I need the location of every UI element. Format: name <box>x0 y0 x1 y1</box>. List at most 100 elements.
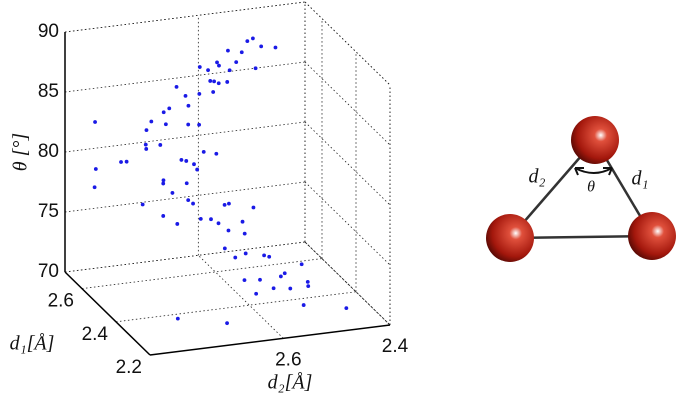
grid-line <box>64 181 306 213</box>
point <box>186 198 191 203</box>
point <box>119 160 123 164</box>
point <box>184 181 189 186</box>
point <box>222 246 227 251</box>
point <box>161 181 166 186</box>
point <box>242 278 247 283</box>
point <box>305 279 310 284</box>
point <box>259 44 264 49</box>
triangle-diagram: d₂ d₁ θ <box>486 116 676 262</box>
scatter-3d: 70 75 80 85 90 2.2 2.4 2.6 2.6 2.4 θ [°] d₁[Å] d₂[Å] <box>10 1 409 394</box>
point <box>140 202 145 207</box>
point <box>92 185 97 190</box>
point <box>167 106 172 111</box>
point <box>271 286 276 291</box>
point <box>143 142 148 147</box>
grid-line <box>64 121 306 153</box>
d1-tick-label: 2.4 <box>82 324 109 345</box>
point <box>239 50 244 55</box>
point <box>191 201 195 206</box>
d1-axis-label: d₁[Å] <box>10 333 55 355</box>
point <box>282 271 287 276</box>
d1-tick-label: 2.2 <box>116 357 142 378</box>
point <box>299 262 304 267</box>
point <box>226 48 230 53</box>
grid-line <box>64 241 306 273</box>
z-tick-label: 85 <box>38 81 59 102</box>
point <box>262 253 266 258</box>
point <box>197 92 202 96</box>
point <box>217 63 221 68</box>
point <box>124 159 129 164</box>
angle-arrowheads <box>574 167 613 176</box>
point <box>253 66 258 71</box>
point <box>212 79 217 84</box>
d2-tick-label: 2.4 <box>382 336 409 357</box>
z-tick-label: 75 <box>38 201 59 222</box>
point <box>184 159 189 163</box>
grid-line <box>304 1 391 86</box>
point <box>93 120 97 124</box>
grid-line <box>64 61 306 93</box>
point <box>344 306 349 311</box>
point <box>192 162 196 167</box>
point <box>93 167 98 171</box>
point <box>225 80 230 84</box>
point <box>234 60 239 65</box>
atom <box>628 212 676 260</box>
point <box>197 65 202 69</box>
point <box>251 205 256 210</box>
point <box>158 143 163 147</box>
point <box>222 202 227 207</box>
point <box>215 60 219 65</box>
point <box>195 167 200 172</box>
point <box>144 147 149 151</box>
d1-tick-label: 2.6 <box>48 291 74 312</box>
d1-axis <box>64 271 151 356</box>
point <box>211 90 216 94</box>
grid-line <box>64 1 306 33</box>
point <box>278 274 283 279</box>
label-d1: d₁ <box>632 168 649 190</box>
z-tick-label: 90 <box>38 21 59 42</box>
point <box>245 39 250 44</box>
point <box>301 303 306 307</box>
point <box>240 219 245 224</box>
point <box>170 191 175 195</box>
point <box>214 151 219 156</box>
point <box>226 228 231 233</box>
point <box>201 149 206 154</box>
point <box>216 81 221 86</box>
point <box>306 284 311 289</box>
z-tick-label: 70 <box>38 261 59 282</box>
point <box>251 36 255 41</box>
point <box>161 214 166 218</box>
point <box>208 79 213 83</box>
point <box>149 119 154 124</box>
grid-line <box>198 255 284 339</box>
d2-axis-label: d₂[Å] <box>268 372 313 394</box>
atom <box>571 116 619 164</box>
d2-tick-label: 2.6 <box>275 349 301 370</box>
point <box>175 316 180 321</box>
point <box>186 122 191 127</box>
point <box>163 122 168 127</box>
point <box>174 84 179 89</box>
z-tick-label: 80 <box>38 141 59 162</box>
grid-line <box>81 258 323 289</box>
point <box>197 122 202 127</box>
angle-arc <box>574 167 613 174</box>
point <box>144 128 149 133</box>
point <box>233 255 238 260</box>
point <box>243 251 248 256</box>
grid-line <box>304 181 391 266</box>
point <box>225 321 229 326</box>
point <box>288 286 293 291</box>
z-axis-label: θ [°] <box>10 133 32 171</box>
point <box>273 45 278 50</box>
point <box>183 94 188 98</box>
point <box>206 68 210 73</box>
point <box>227 201 231 206</box>
point <box>267 254 272 259</box>
point <box>175 222 180 226</box>
point <box>179 158 184 162</box>
